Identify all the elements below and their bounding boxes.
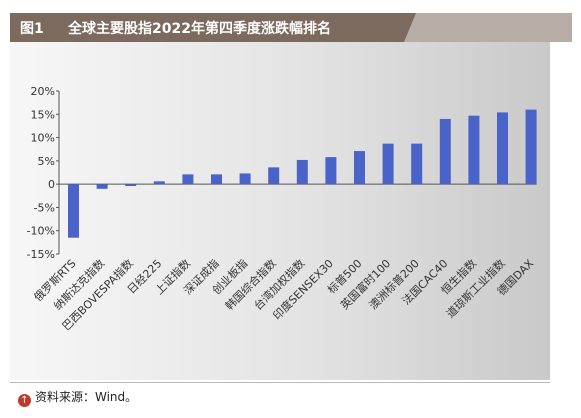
figure-number: 图1 (20, 21, 44, 37)
y-tick-label: 10% (31, 132, 55, 145)
bar (354, 151, 365, 185)
chart-panel (10, 42, 550, 380)
header-accent (404, 13, 572, 42)
bar-chart: 20%15%10%5%0-5%-10%-15%俄罗斯RTS纳斯达克指数巴西BOV… (27, 85, 537, 333)
y-tick-label: 20% (31, 85, 55, 98)
y-tick-label: 0 (48, 178, 55, 191)
bar (268, 167, 280, 185)
bar (211, 174, 222, 185)
y-tick-label: -10% (27, 225, 55, 238)
bar (153, 181, 165, 185)
bar (182, 174, 194, 185)
bar (96, 184, 108, 189)
source-note: ↑ 资料来源：Wind。 (18, 388, 137, 407)
bar (411, 143, 423, 185)
bar (239, 173, 251, 185)
bar (468, 115, 480, 185)
bar (296, 159, 308, 185)
bar (125, 184, 137, 187)
bar (68, 184, 79, 238)
bar (525, 109, 537, 185)
footer-divider (10, 382, 550, 383)
bar (439, 118, 451, 185)
bar (325, 157, 337, 185)
bar (497, 112, 508, 185)
y-tick-label: -15% (27, 248, 55, 261)
up-arrow-icon: ↑ (18, 394, 31, 407)
y-tick-label: 15% (31, 108, 55, 121)
y-tick-label: 5% (38, 155, 55, 168)
y-tick-label: -5% (34, 201, 55, 214)
source-text: 资料来源：Wind。 (35, 390, 138, 404)
figure-header: 图1 全球主要股指2022年第四季度涨跌幅排名 (10, 13, 572, 42)
chart-title: 全球主要股指2022年第四季度涨跌幅排名 (68, 21, 331, 37)
bar (382, 143, 394, 185)
